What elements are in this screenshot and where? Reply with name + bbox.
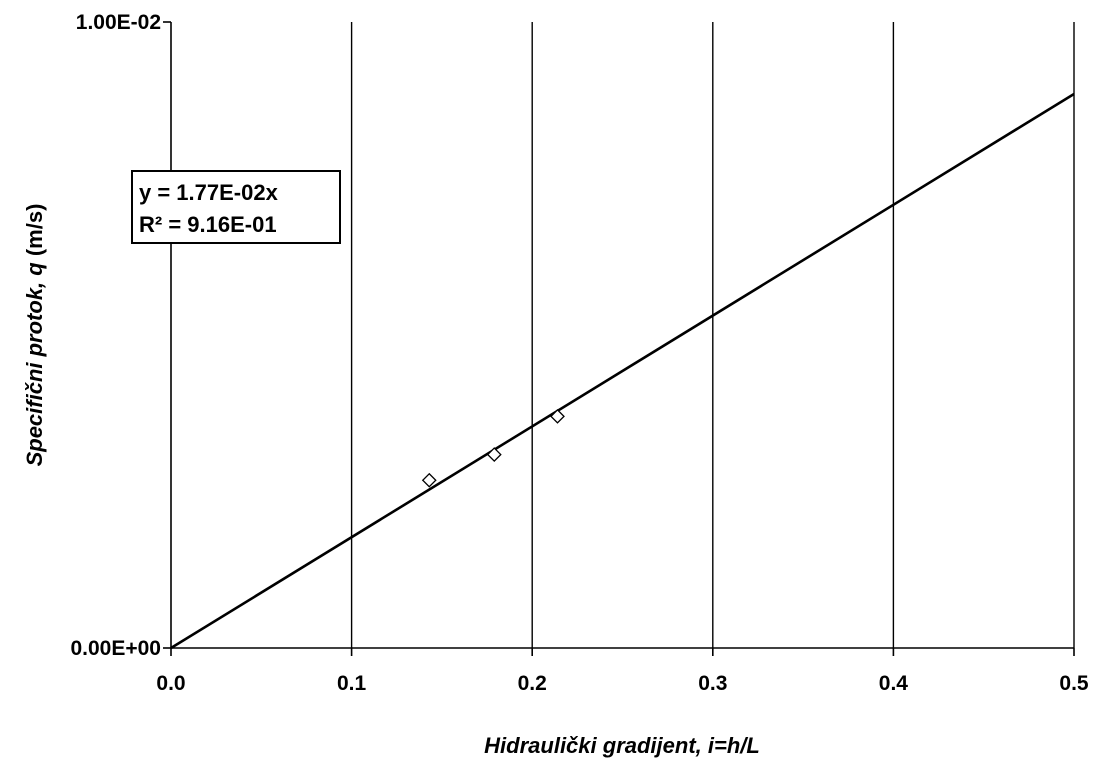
equation-text: y = 1.77E-02x bbox=[139, 180, 279, 205]
data-point-0-2 bbox=[550, 408, 565, 424]
data-point-0-1 bbox=[486, 447, 502, 462]
x-tick-label-0: 0.0 bbox=[156, 672, 185, 695]
trendline bbox=[170, 92, 1075, 650]
y-tick-label-1: 1.00E-02 bbox=[76, 11, 161, 34]
axes bbox=[163, 21, 1075, 656]
grid-lines bbox=[350, 22, 1075, 648]
y-tick-label-0: 0.00E+00 bbox=[70, 637, 161, 660]
trendline-equation-box: y = 1.77E-02x R² = 9.16E-01 bbox=[131, 170, 341, 244]
trendline-layer bbox=[170, 92, 1075, 650]
x-tick-label-5: 0.5 bbox=[1059, 672, 1089, 695]
x-tick-label-1: 0.1 bbox=[337, 672, 367, 695]
y-axis-title: Specifični protok, q (m/s) bbox=[22, 204, 47, 467]
x-tick-label-3: 0.3 bbox=[698, 672, 727, 695]
x-tick-label-4: 0.4 bbox=[879, 672, 909, 695]
y-axis-title-variable: q bbox=[22, 262, 47, 276]
data-point-0-0 bbox=[421, 472, 437, 488]
x-axis-title: Hidraulički gradijent, i=h/L bbox=[484, 733, 760, 758]
y-axis-title-unit: (m/s) bbox=[22, 204, 47, 263]
data-points bbox=[421, 408, 565, 488]
x-tick-label-2: 0.2 bbox=[518, 672, 547, 695]
y-axis-title-part: Specifični protok, bbox=[22, 276, 47, 467]
tick-labels: 0.00E+00 1.00E-02 0.0 0.1 0.2 0.3 0.4 0.5 bbox=[70, 11, 1088, 695]
r-squared-text: R² = 9.16E-01 bbox=[139, 212, 277, 237]
equation-box-frame bbox=[131, 170, 341, 244]
